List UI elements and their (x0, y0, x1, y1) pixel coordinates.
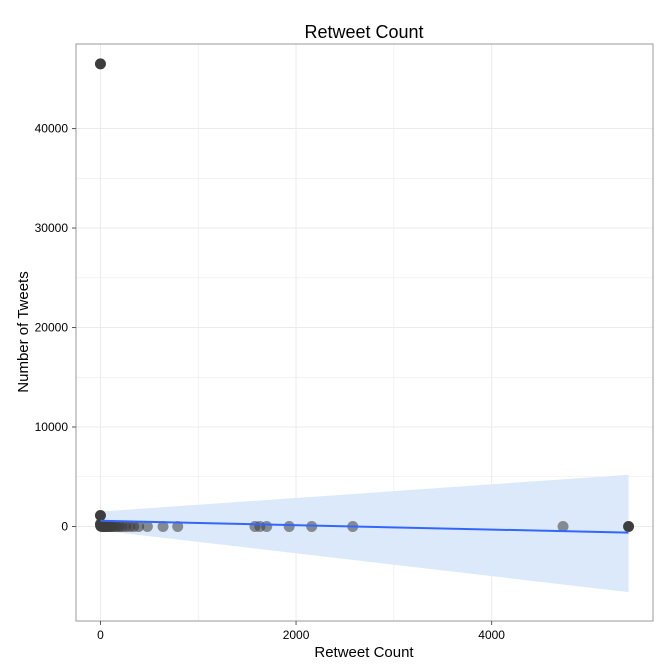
y-tick-label: 20000 (35, 321, 69, 335)
data-point (94, 510, 106, 522)
data-points (94, 58, 635, 532)
x-tick-label: 0 (97, 628, 104, 642)
chart-title: Retweet Count (304, 22, 423, 42)
y-tick-label: 40000 (35, 122, 69, 136)
data-point (172, 520, 184, 532)
smooth-line (100, 519, 629, 534)
confidence-band (100, 474, 629, 593)
data-point (94, 58, 106, 70)
data-point (141, 520, 153, 532)
grid-lines (76, 44, 653, 621)
x-tick-label: 2000 (283, 628, 310, 642)
data-point (133, 520, 145, 532)
data-point (283, 520, 295, 532)
y-axis-title: Number of Tweets (15, 271, 32, 392)
y-tick-label: 10000 (35, 420, 69, 434)
panel-border (75, 43, 654, 622)
data-point (557, 520, 569, 532)
x-axis-ticks: 0 2000 4000 (97, 621, 505, 642)
y-tick-label: 0 (61, 519, 68, 533)
x-axis-title: Retweet Count (314, 644, 414, 661)
y-axis-ticks: 0 10000 20000 30000 40000 (35, 122, 76, 533)
y-tick-label: 30000 (35, 221, 69, 235)
data-point (623, 520, 635, 532)
x-tick-label: 4000 (478, 628, 505, 642)
data-point (157, 520, 169, 532)
data-point (261, 520, 273, 532)
